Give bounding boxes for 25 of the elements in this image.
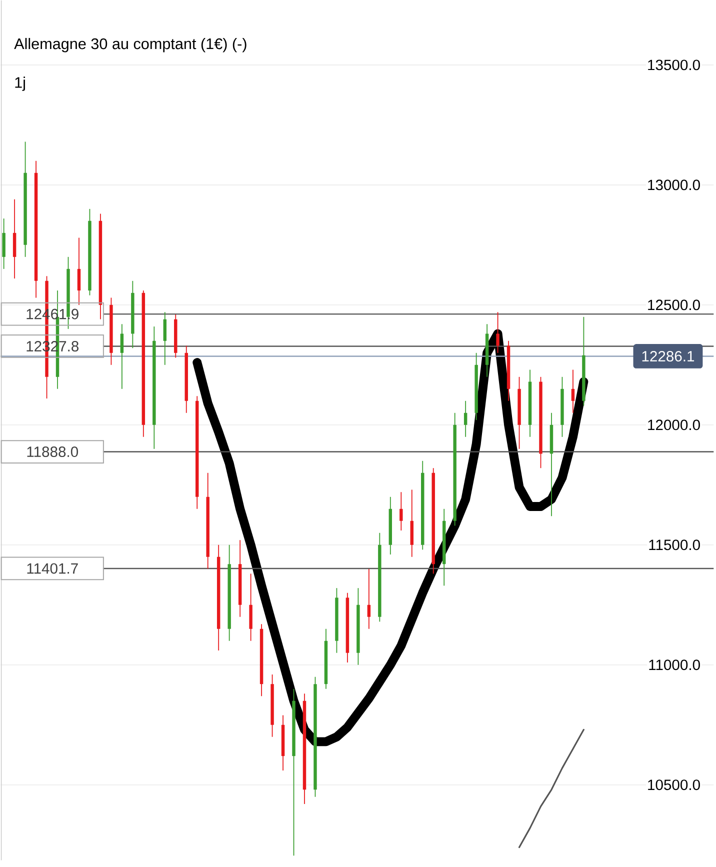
y-tick-label: 10500.0 bbox=[648, 780, 700, 790]
y-tick-label: 12500.0 bbox=[648, 300, 700, 310]
candlestick bbox=[367, 568, 371, 630]
ref-line-label: 11888.0 bbox=[27, 446, 78, 458]
line-series bbox=[518, 728, 585, 848]
candlestick bbox=[13, 198, 16, 279]
y-tick-label: 11500.0 bbox=[649, 540, 700, 550]
candlestick bbox=[571, 369, 575, 414]
text: Allemagne 30 au comptant (1€) (-) bbox=[14, 38, 246, 52]
candlestick bbox=[400, 492, 403, 531]
candlestick bbox=[77, 237, 81, 306]
candlestick bbox=[2, 218, 6, 270]
text: 1j bbox=[15, 76, 26, 91]
candlestick bbox=[496, 312, 500, 354]
y-tick-label: 12000.0 bbox=[648, 420, 700, 430]
ref-line-label: 11401.7 bbox=[27, 563, 78, 574]
candlestick bbox=[464, 400, 468, 438]
ref-line-label: 12286.1 bbox=[642, 350, 694, 362]
candlestick bbox=[163, 312, 167, 366]
y-tick-label: 11000.0 bbox=[649, 660, 700, 670]
candlestick bbox=[249, 573, 252, 642]
candlestick bbox=[120, 324, 124, 390]
y-tick-label: 13500.0 bbox=[648, 60, 700, 70]
y-tick-label: 13000.0 bbox=[648, 180, 700, 190]
candlestick bbox=[410, 489, 414, 558]
